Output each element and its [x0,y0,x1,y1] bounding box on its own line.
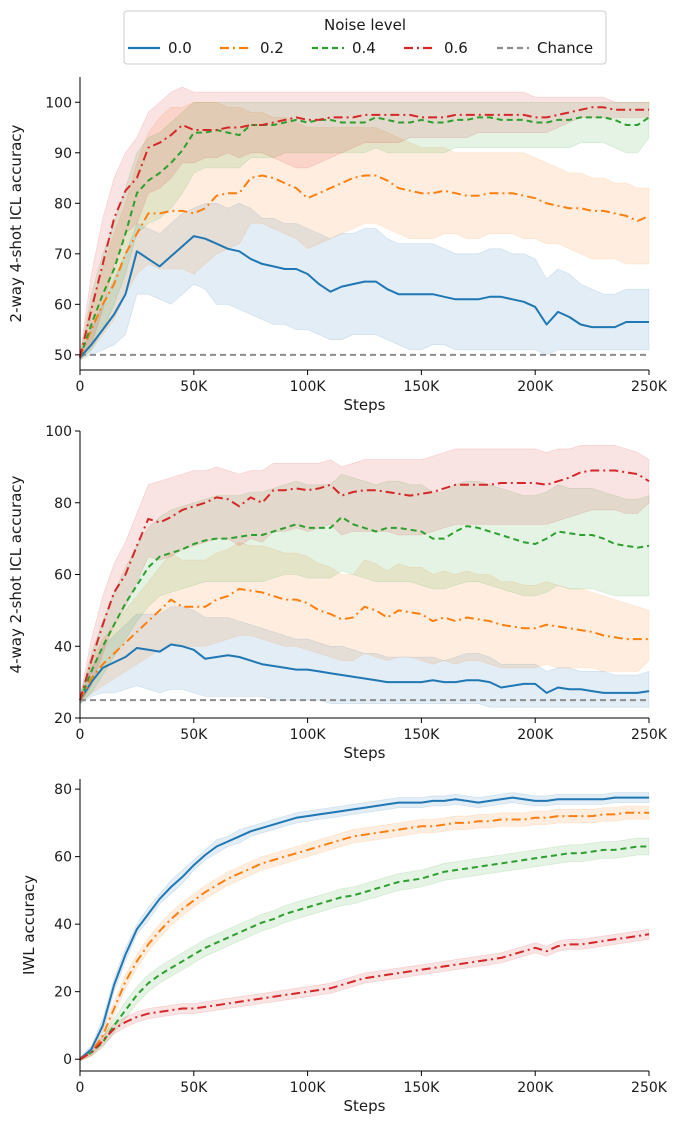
legend-label-0-2: 0.2 [260,39,284,57]
y-axis-label: IWL accuracy [20,875,38,975]
series-line-0.4 [79,116,650,358]
y-tick-label: 60 [54,297,72,313]
x-axis-label: Steps [344,396,386,414]
series-line-0.0 [79,796,649,1060]
x-tick-label: 100K [290,1080,327,1096]
y-tick-label: 80 [54,196,72,212]
x-tick-label: 0 [76,379,85,395]
y-tick-label: 60 [54,568,72,584]
band-0.4 [79,473,650,705]
x-tick-label: 200K [517,727,554,743]
legend-label-0-0: 0.0 [168,39,192,57]
series-line-0.0 [79,235,649,359]
x-tick-label: 150K [403,727,440,743]
x-tick-label: 200K [517,379,554,395]
x-tick-label: 50K [180,1080,208,1096]
band-0.6 [79,445,650,705]
x-tick-label: 50K [180,727,208,743]
x-tick-label: 0 [76,1080,85,1096]
panel-icl-2way: 0 50K 100K 150K 200K 250K 50 60 70 80 90 100 Steps 2-… [7,77,668,414]
y-tick-label: 70 [54,247,72,263]
x-axis-label: Steps [344,1097,386,1115]
y-tick-label: 100 [45,95,72,111]
y-axis-label: 4-way 2-shot ICL accuracy [7,475,25,673]
x-tick-label: 100K [290,727,327,743]
y-tick-label: 100 [45,424,72,440]
y-tick-label: 40 [54,917,72,933]
y-tick-label: 80 [54,782,72,798]
band-0.6 [79,86,650,361]
y-tick-label: 20 [54,711,72,727]
y-tick-label: 80 [54,496,72,512]
legend-label-0-6: 0.6 [444,39,468,57]
y-tick-label: 60 [54,850,72,866]
legend-label-chance: Chance [537,39,593,57]
x-tick-label: 250K [631,727,668,743]
series-line-0.4 [79,516,650,701]
panel-iwl: 0 50K 100K 150K 200K 250K 0 20 40 60 80 Steps IWL ac… [20,779,668,1115]
series-line-0.6 [79,469,650,701]
series-line-0.4 [79,845,649,1061]
y-tick-label: 40 [54,639,72,655]
x-tick-label: 150K [403,1080,440,1096]
legend: Noise level 0.0 0.2 0.4 0.6 Chance [123,10,607,65]
series-line-0.0 [79,643,650,701]
x-tick-label: 0 [76,727,85,743]
band-0.0 [79,606,650,708]
band-0.4 [79,837,650,1062]
legend-box [123,10,607,65]
series-line-0.2 [79,587,649,701]
legend-title: Noise level [324,16,406,34]
band-0.2 [79,541,650,705]
series-line-0.2 [79,174,650,358]
series-line-0.6 [79,933,650,1061]
band-0.6 [79,928,650,1062]
series-line-0.6 [79,106,649,358]
y-tick-label: 20 [54,985,72,1001]
y-tick-label: 0 [63,1052,72,1068]
band-0.0 [79,792,650,1062]
x-tick-label: 50K [180,379,208,395]
band-0.2 [79,102,650,361]
y-tick-label: 50 [54,348,72,364]
legend-label-0-4: 0.4 [352,39,376,57]
x-tick-label: 100K [290,379,327,395]
x-tick-label: 200K [517,1080,554,1096]
x-tick-label: 250K [631,379,668,395]
band-0.2 [79,805,650,1062]
y-axis-label: 2-way 4-shot ICL accuracy [7,124,25,322]
panel-icl-4way: 0 50K 100K 150K 200K 250K 20 40 60 80 100 Steps 4-wa… [7,424,668,762]
x-tick-label: 250K [631,1080,668,1096]
x-tick-label: 150K [403,379,440,395]
x-axis-label: Steps [344,744,386,762]
series-line-0.2 [79,811,649,1061]
y-tick-label: 90 [54,146,72,162]
band-0.4 [79,102,650,361]
